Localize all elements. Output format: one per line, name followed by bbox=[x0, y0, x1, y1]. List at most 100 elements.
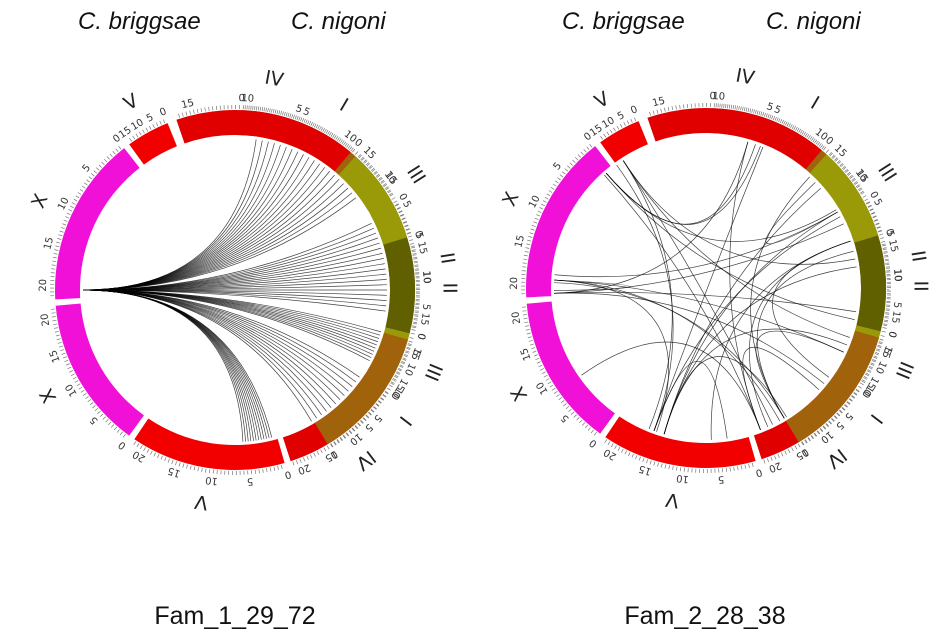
tick-label: 5 bbox=[772, 104, 782, 117]
synteny-link bbox=[606, 173, 855, 320]
chromosome-label: I bbox=[807, 92, 823, 114]
chromosome-arc-IV bbox=[176, 110, 351, 172]
synteny-link bbox=[554, 279, 844, 353]
tick-label: 0 bbox=[352, 137, 364, 150]
tick-label: 10 bbox=[818, 428, 835, 445]
synteny-link bbox=[82, 149, 293, 291]
synteny-link bbox=[663, 356, 787, 435]
tick-label: 5 bbox=[871, 197, 884, 208]
tick-marks bbox=[330, 343, 412, 448]
tick-label: 5 bbox=[371, 412, 383, 424]
chromosome-arc-III bbox=[809, 154, 879, 243]
tick-label: 15 bbox=[886, 239, 900, 254]
tick-label: 5 bbox=[833, 419, 845, 431]
tick-marks bbox=[829, 152, 883, 233]
tick-label: 15 bbox=[651, 96, 666, 110]
synteny-link bbox=[663, 328, 848, 435]
tick-marks bbox=[50, 146, 122, 297]
tick-label: 0 bbox=[582, 131, 594, 144]
chromosome-label: V bbox=[591, 88, 613, 114]
chromosome-label: III bbox=[873, 160, 901, 186]
chromosome-label: X bbox=[36, 385, 62, 407]
synteny-link bbox=[82, 289, 249, 442]
tick-label: 0 bbox=[588, 437, 600, 450]
chromosome-arc-V bbox=[129, 123, 177, 165]
synteny-link bbox=[554, 279, 631, 292]
tick-marks bbox=[604, 439, 754, 473]
tick-label: 0 bbox=[412, 229, 424, 238]
tick-marks bbox=[178, 104, 354, 152]
synteny-link bbox=[755, 330, 844, 419]
tick-label: 0 bbox=[886, 330, 898, 339]
tick-label: 20 bbox=[602, 446, 619, 462]
tick-label: 0 bbox=[117, 439, 129, 452]
synteny-link bbox=[82, 279, 387, 291]
tick-marks bbox=[244, 105, 393, 196]
tick-label: 0 bbox=[886, 330, 898, 339]
tick-label: 15 bbox=[513, 234, 527, 249]
tick-label: 10 bbox=[891, 268, 903, 281]
circos-panel-right: C. briggsae C. nigoni 0 5 10 15 I 0 5 10 15 II 0 5 1… bbox=[470, 0, 940, 639]
chromosome-arc-I bbox=[314, 332, 409, 445]
tick-label: 15 bbox=[394, 376, 410, 393]
tick-label: 5 bbox=[884, 229, 896, 238]
synteny-link bbox=[82, 289, 377, 346]
chromosome-arc-V bbox=[134, 418, 285, 470]
tick-label: 10 bbox=[205, 474, 219, 486]
tick-label: 5 bbox=[413, 231, 425, 240]
tick-label: 10 bbox=[535, 380, 551, 397]
species-label-nigoni: C. nigoni bbox=[291, 8, 386, 35]
tick-marks bbox=[865, 201, 892, 327]
tick-marks bbox=[50, 308, 126, 438]
chromosome-arc-V bbox=[600, 121, 648, 163]
tick-label: 5 bbox=[559, 412, 571, 424]
synteny-link bbox=[554, 282, 785, 419]
synteny-link bbox=[581, 341, 761, 431]
tick-marks bbox=[649, 102, 825, 150]
tick-label: 10 bbox=[712, 91, 725, 103]
tick-label: 5 bbox=[765, 101, 775, 113]
synteny-link bbox=[82, 227, 375, 291]
synteny-link bbox=[729, 141, 761, 431]
tick-label: 0 bbox=[799, 446, 810, 459]
synteny-link bbox=[663, 188, 821, 435]
chromosome-arc-X bbox=[55, 303, 144, 436]
tick-marks bbox=[861, 335, 885, 384]
synteny-link bbox=[663, 211, 838, 435]
chromosome-arc-X bbox=[526, 146, 611, 298]
chromosome-arc-IV bbox=[647, 107, 822, 170]
tick-label: 5 bbox=[400, 199, 413, 210]
synteny-links bbox=[82, 139, 387, 442]
tick-label: 15 bbox=[42, 236, 56, 251]
synteny-link bbox=[604, 174, 761, 431]
chromosome-label: I bbox=[866, 410, 887, 428]
tick-label: 15 bbox=[865, 374, 881, 391]
chromosome-label: V bbox=[664, 488, 680, 512]
synteny-link bbox=[622, 160, 773, 425]
tick-label: 10 bbox=[527, 194, 543, 210]
tick-label: 0 bbox=[709, 91, 716, 102]
tick-label: 10 bbox=[402, 361, 417, 377]
family-caption: Fam_1_29_72 bbox=[154, 602, 316, 630]
chromosome-label: II bbox=[909, 280, 931, 291]
tick-marks bbox=[881, 243, 891, 333]
chromosome-label: X bbox=[27, 191, 52, 212]
synteny-link bbox=[554, 291, 857, 313]
tick-label: 10 bbox=[676, 472, 690, 484]
chromosome-label: X bbox=[498, 189, 523, 210]
tick-label: 0 bbox=[158, 106, 168, 119]
tick-label: 15 bbox=[180, 98, 195, 112]
tick-label: 15 bbox=[794, 446, 811, 462]
chromosome-label: II bbox=[435, 251, 458, 265]
synteny-link bbox=[82, 289, 341, 401]
tick-marks bbox=[521, 306, 597, 436]
tick-label: 0 bbox=[389, 389, 402, 400]
chromosome-arc-II bbox=[384, 243, 415, 334]
synteny-link bbox=[82, 289, 254, 441]
tick-label: 5 bbox=[552, 161, 565, 173]
tick-marks bbox=[394, 203, 421, 329]
family-caption: Fam_2_28_38 bbox=[624, 602, 786, 630]
tick-marks bbox=[410, 245, 420, 335]
